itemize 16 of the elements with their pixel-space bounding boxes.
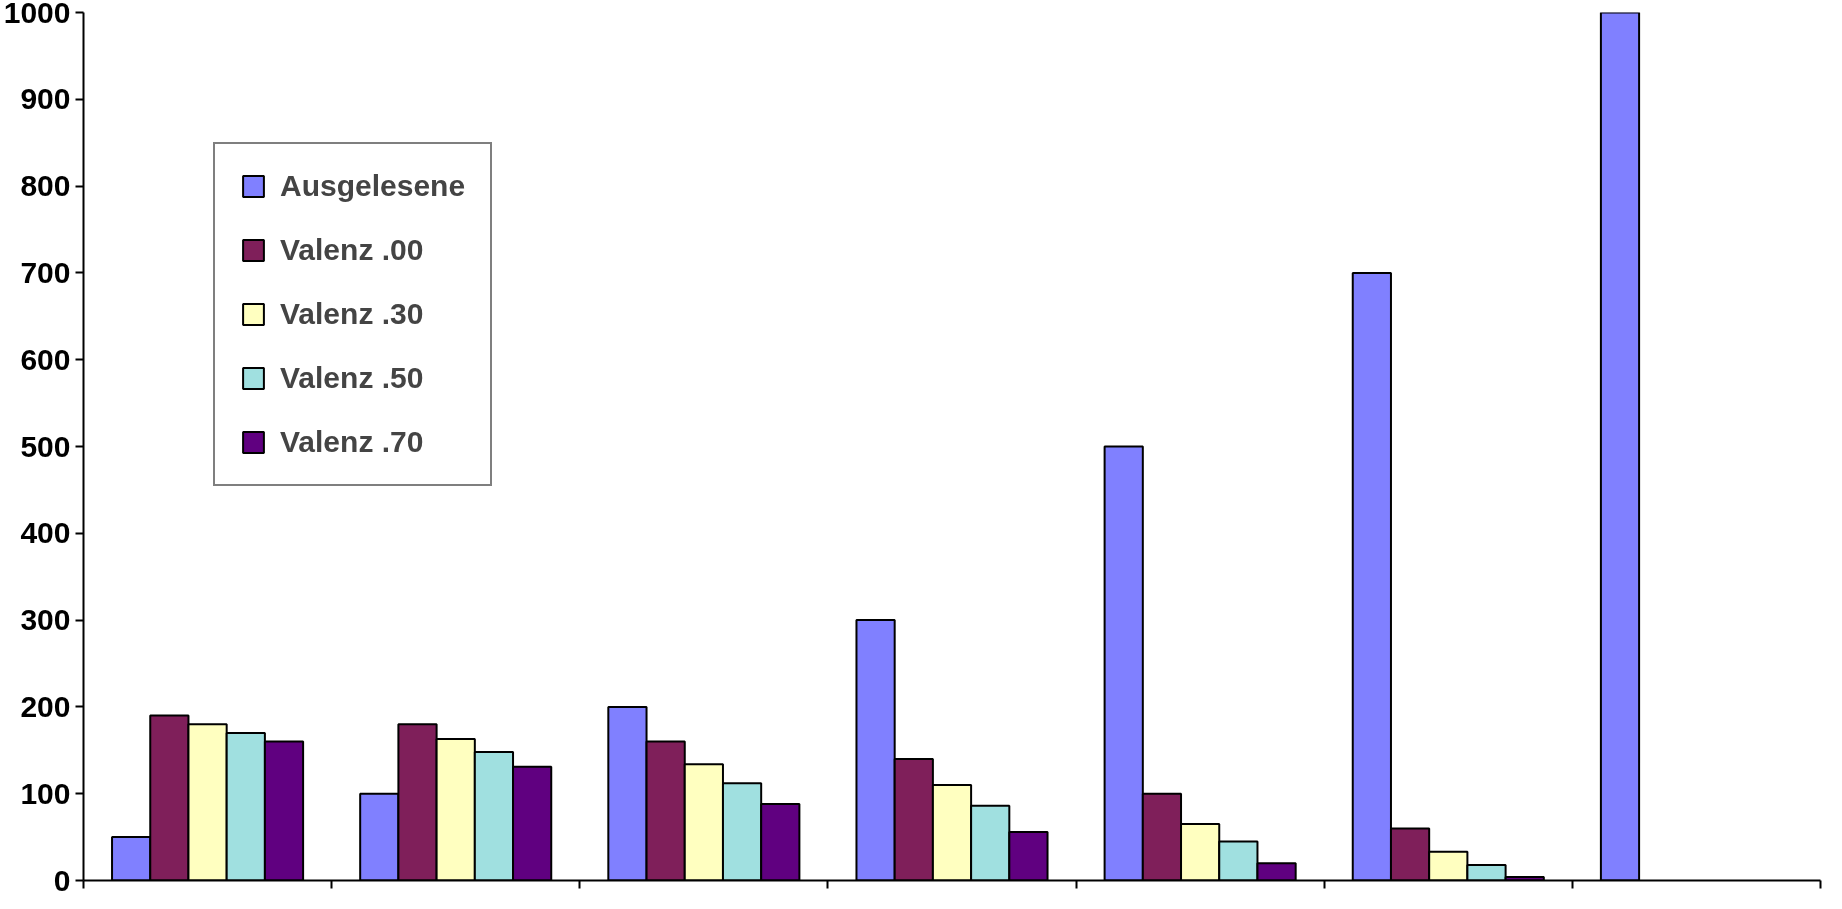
y-tick-label: 800: [20, 169, 71, 203]
y-tick-label: 700: [20, 255, 71, 289]
legend-label: Valenz .00: [280, 233, 424, 267]
y-tick-label: 1000: [3, 0, 71, 29]
y-tick-label: 200: [20, 689, 71, 723]
legend-label: Valenz .70: [280, 425, 424, 459]
y-tick-label: 400: [20, 516, 71, 550]
y-tick-label: 600: [20, 342, 71, 376]
y-tick-label: 900: [20, 82, 71, 116]
y-tick-label: 300: [20, 603, 71, 637]
legend-label: Ausgelesene: [280, 169, 466, 203]
legend-label: Valenz .50: [280, 361, 424, 395]
y-tick-label: 500: [20, 429, 71, 463]
legend-label: Valenz .30: [280, 297, 424, 331]
y-tick-label: 100: [20, 776, 71, 810]
y-tick-label: 0: [53, 863, 71, 897]
